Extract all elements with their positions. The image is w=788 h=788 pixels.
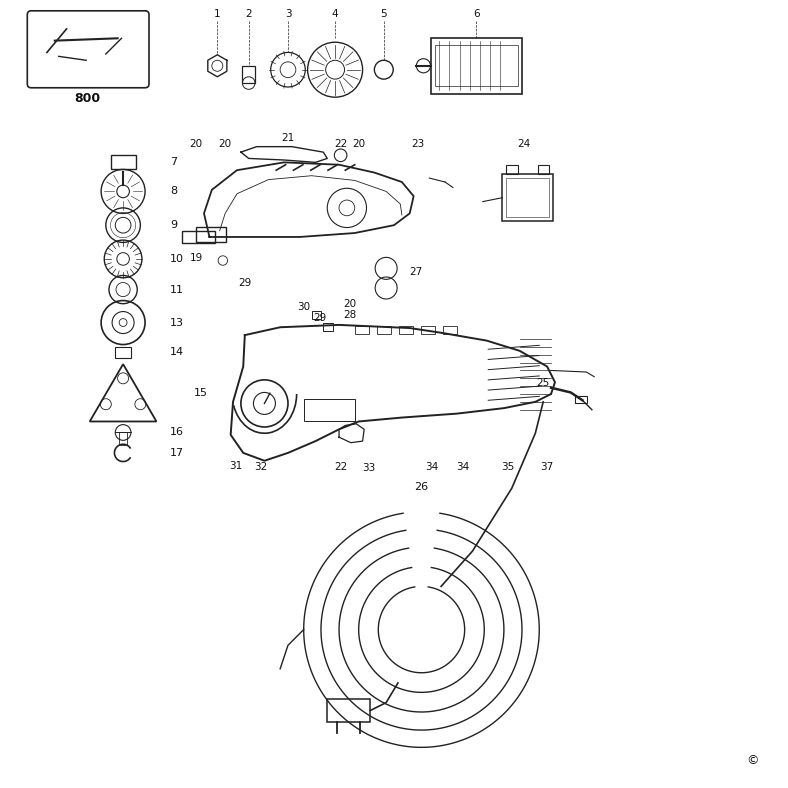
Bar bbox=[243, 65, 255, 83]
Bar bbox=[435, 46, 518, 86]
Bar bbox=[355, 326, 369, 333]
Bar bbox=[574, 396, 587, 403]
Text: 19: 19 bbox=[189, 253, 203, 262]
Text: 13: 13 bbox=[170, 318, 184, 328]
Text: 8: 8 bbox=[170, 187, 177, 196]
Text: 6: 6 bbox=[473, 9, 480, 20]
Text: 4: 4 bbox=[332, 9, 338, 20]
Bar bbox=[503, 174, 553, 221]
Bar bbox=[431, 38, 522, 94]
Text: 17: 17 bbox=[170, 448, 184, 458]
Text: 35: 35 bbox=[501, 463, 515, 472]
Bar bbox=[110, 154, 136, 169]
Text: 1: 1 bbox=[214, 9, 221, 20]
Bar bbox=[323, 323, 333, 331]
Text: 10: 10 bbox=[170, 254, 184, 264]
Text: 20: 20 bbox=[343, 299, 356, 309]
Bar bbox=[377, 326, 391, 333]
Text: 29: 29 bbox=[313, 314, 326, 323]
Text: 29: 29 bbox=[238, 278, 251, 288]
Text: 24: 24 bbox=[517, 139, 530, 149]
Text: 22: 22 bbox=[334, 462, 348, 471]
Text: 25: 25 bbox=[537, 377, 550, 388]
Text: 37: 37 bbox=[541, 463, 554, 472]
Text: 800: 800 bbox=[75, 91, 101, 105]
Text: 3: 3 bbox=[284, 9, 292, 20]
Text: 22: 22 bbox=[334, 139, 348, 149]
Bar bbox=[421, 326, 435, 333]
Text: 20: 20 bbox=[190, 139, 203, 149]
Bar bbox=[327, 699, 370, 723]
Text: 15: 15 bbox=[194, 388, 208, 398]
Text: 27: 27 bbox=[410, 267, 423, 277]
Bar bbox=[443, 326, 457, 333]
Text: 9: 9 bbox=[170, 220, 177, 230]
Text: 16: 16 bbox=[170, 427, 184, 437]
Text: 30: 30 bbox=[297, 303, 310, 312]
Text: 20: 20 bbox=[352, 139, 365, 149]
Text: 34: 34 bbox=[425, 463, 438, 472]
Text: ©: © bbox=[746, 754, 759, 767]
Text: 31: 31 bbox=[229, 461, 242, 470]
Bar bbox=[115, 347, 131, 358]
Text: 11: 11 bbox=[170, 284, 184, 295]
Bar bbox=[196, 227, 226, 243]
Bar bbox=[182, 231, 215, 243]
Bar bbox=[119, 433, 127, 445]
Bar bbox=[311, 310, 321, 318]
Bar bbox=[506, 165, 518, 174]
Bar bbox=[506, 178, 549, 217]
Text: 26: 26 bbox=[414, 482, 429, 492]
Text: 5: 5 bbox=[381, 9, 387, 20]
Text: 34: 34 bbox=[456, 463, 470, 472]
Text: 32: 32 bbox=[254, 463, 267, 472]
Text: 2: 2 bbox=[245, 9, 252, 20]
Bar bbox=[303, 400, 355, 422]
Bar bbox=[399, 326, 413, 333]
Text: 20: 20 bbox=[218, 139, 232, 149]
Text: 14: 14 bbox=[170, 348, 184, 358]
Bar bbox=[537, 165, 549, 174]
Text: 7: 7 bbox=[170, 157, 177, 166]
Text: 21: 21 bbox=[281, 132, 295, 143]
Text: 28: 28 bbox=[343, 310, 356, 320]
Text: 23: 23 bbox=[411, 139, 424, 149]
Text: 33: 33 bbox=[362, 463, 376, 473]
